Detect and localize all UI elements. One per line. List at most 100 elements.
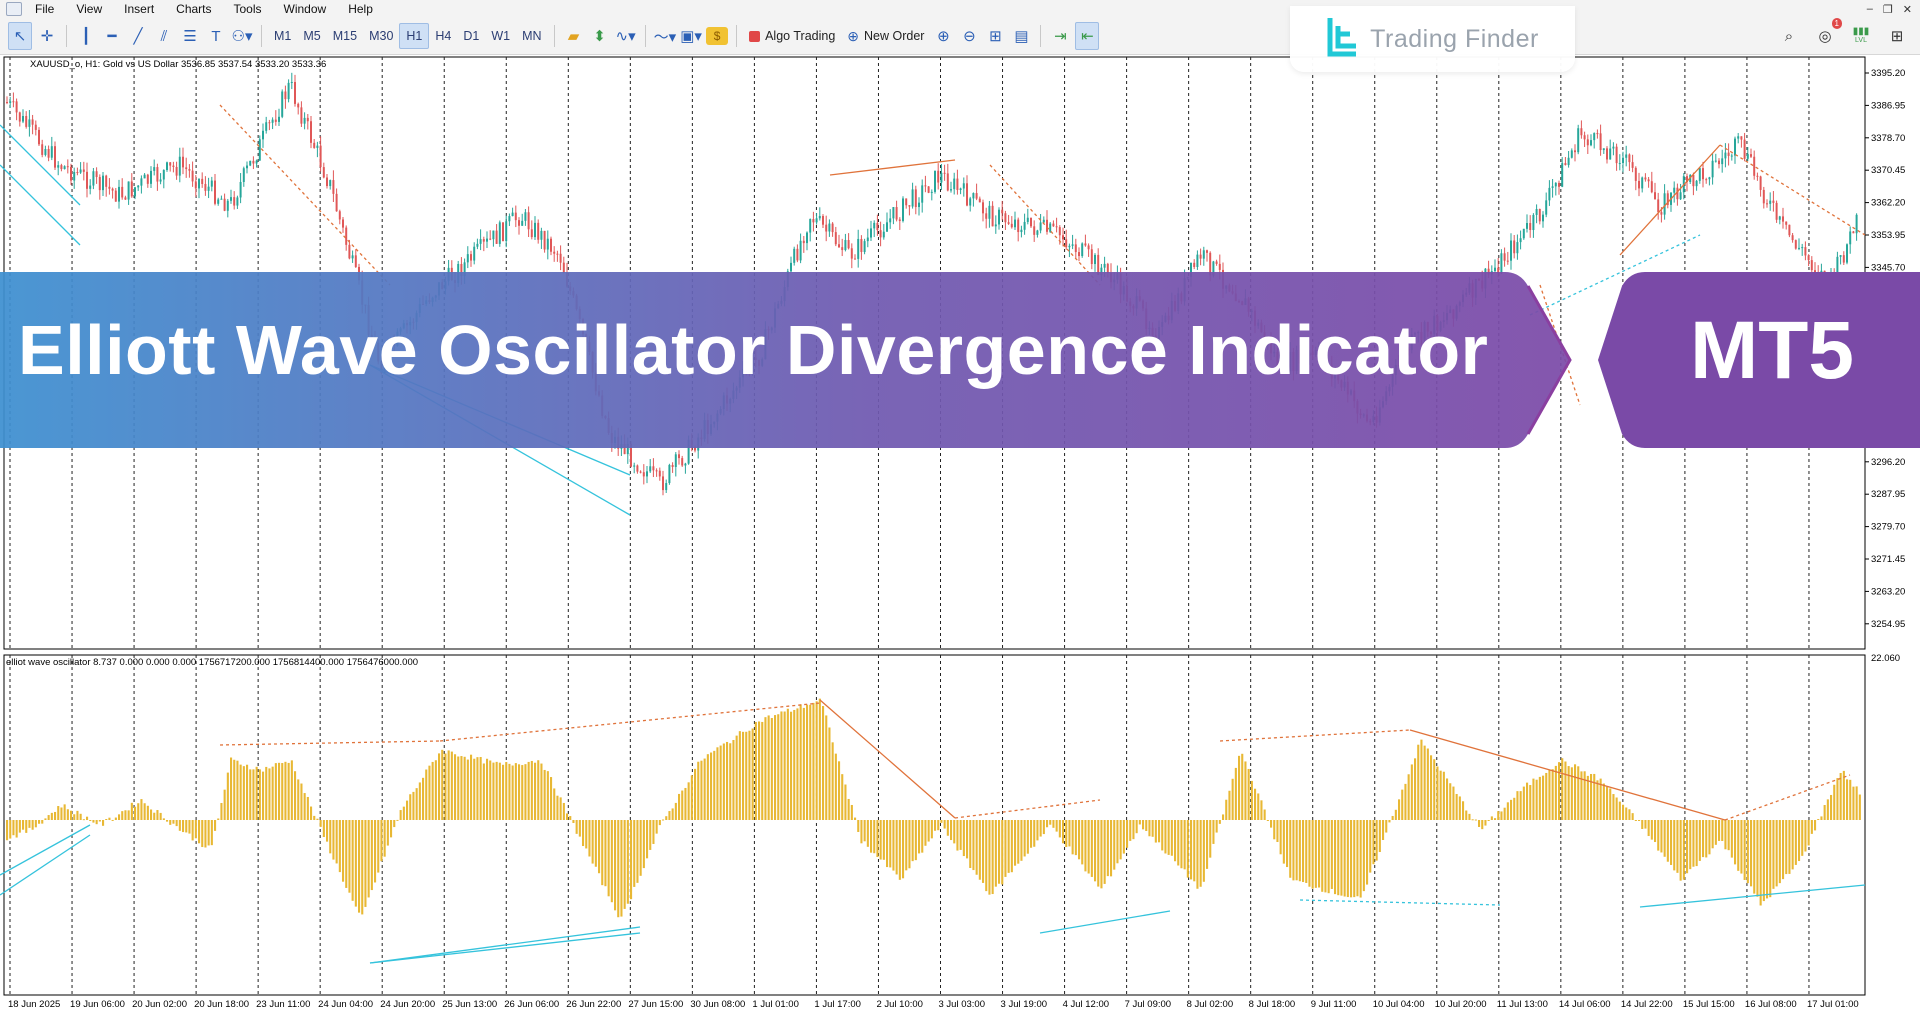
horizontal-line-icon[interactable]: ━: [107, 28, 117, 45]
text-tool-icon[interactable]: T: [211, 27, 221, 45]
price-chart-svg[interactable]: 18 Jun 2025 19 Jun 06:00 20 Jun 02:00 20 Ju…: [0, 55, 1920, 1011]
folder-icon[interactable]: ▰: [567, 28, 580, 45]
timeframe-m1[interactable]: M1: [274, 29, 292, 43]
cursor-tool-icon[interactable]: ↖: [8, 22, 32, 50]
timeframe-h4[interactable]: H4: [435, 29, 452, 43]
bearish-candle-body: [1529, 223, 1532, 231]
timeframe-mn[interactable]: MN: [522, 29, 542, 43]
signal-level-icon[interactable]: ▮▮▮ LVL: [1850, 23, 1872, 49]
menu-tools[interactable]: Tools: [233, 2, 262, 16]
new-order-button[interactable]: ⊕ New Order: [841, 28, 930, 45]
oscillator-bar: [278, 762, 281, 820]
menu-help[interactable]: Help: [348, 2, 373, 16]
chart-type-icon[interactable]: 〜▾: [653, 28, 677, 46]
oscillator-bar: [882, 820, 885, 860]
bearish-candle-body: [914, 189, 917, 208]
oscillator-bar: [191, 820, 194, 841]
crosshair-tool-icon[interactable]: ✛: [40, 28, 54, 45]
bullish-candle-body: [1593, 133, 1596, 141]
search-icon[interactable]: ⌕: [1784, 27, 1794, 45]
oscillator-bar: [924, 820, 927, 846]
oscillator-bar: [1686, 820, 1689, 874]
oscillator-bar: [1209, 820, 1212, 858]
bearish-candle-body: [658, 470, 661, 477]
minimize-icon[interactable]: –: [1866, 3, 1873, 15]
bearish-candle-body: [1215, 261, 1218, 264]
menu-file[interactable]: File: [35, 2, 55, 16]
zoom-out-icon[interactable]: ⊖: [963, 28, 976, 45]
trendline-icon[interactable]: ╱: [133, 28, 143, 45]
timeframe-d1[interactable]: D1: [463, 29, 480, 43]
timeframe-w1[interactable]: W1: [491, 29, 511, 43]
account-icon[interactable]: ◎ 1: [1814, 18, 1842, 49]
restore-icon[interactable]: ❐: [1882, 3, 1893, 16]
channel-icon[interactable]: ⫽: [160, 27, 168, 45]
indicators-icon[interactable]: ⬍: [593, 28, 606, 45]
tile-windows-icon[interactable]: ⊞: [989, 28, 1002, 45]
bearish-candle-body: [1772, 200, 1775, 203]
bearish-candle-body: [105, 175, 108, 187]
bearish-candle-body: [1538, 209, 1541, 222]
oscillator-bar: [1394, 809, 1397, 820]
oscillator-bar: [1039, 820, 1042, 837]
oscillator-bar: [834, 753, 837, 820]
bullish-candle-body: [940, 172, 943, 183]
oscillator-bar: [1436, 766, 1439, 820]
bearish-candle-body: [662, 476, 664, 491]
oscillator-bar: [902, 820, 905, 879]
toolbar-separator: [736, 25, 738, 47]
fibonacci-icon[interactable]: ☰: [183, 28, 197, 45]
oscillator-bar: [668, 811, 671, 820]
menu-insert[interactable]: Insert: [124, 2, 155, 16]
templates-icon[interactable]: ▣▾: [680, 28, 702, 45]
bearish-candle-body: [284, 91, 287, 100]
bearish-candle-body: [927, 186, 930, 193]
bullish-candle-body: [1020, 229, 1023, 233]
dollar-icon[interactable]: $: [706, 27, 729, 45]
timeframe-m30[interactable]: M30: [369, 29, 394, 43]
zoom-in-icon[interactable]: ⊕: [937, 28, 950, 45]
oscillator-bar: [9, 820, 12, 839]
chart-area[interactable]: 18 Jun 2025 19 Jun 06:00 20 Jun 02:00 20 Ju…: [0, 55, 1920, 1011]
menu-view[interactable]: View: [76, 2, 103, 16]
oscillator-bar: [1494, 818, 1497, 820]
oscillator-bar: [76, 810, 79, 820]
oscillator-bar: [1548, 770, 1551, 820]
lvl-bars-icon: ▮▮▮: [1852, 26, 1870, 37]
oscillator-bar: [601, 820, 604, 886]
bearish-candle-body: [1001, 209, 1004, 214]
autoscroll-icon[interactable]: ⇥: [1054, 28, 1067, 45]
oscillator-bar: [1218, 820, 1221, 824]
algo-trading-button[interactable]: Algo Trading: [743, 29, 841, 43]
bearish-candle-body: [6, 102, 8, 103]
properties-icon[interactable]: ▤: [1014, 28, 1029, 45]
oscillator-bar: [441, 749, 444, 820]
timeframe-m15[interactable]: M15: [332, 29, 358, 43]
strategy-icon[interactable]: ∿▾: [615, 28, 636, 45]
bullish-candle-body: [806, 232, 808, 244]
oscillator-bar: [1404, 783, 1407, 820]
window-grid-icon[interactable]: ⊞: [1890, 28, 1904, 45]
oscillator-bar: [380, 820, 383, 862]
menu-charts[interactable]: Charts: [176, 2, 212, 16]
close-icon[interactable]: ✕: [1902, 3, 1912, 16]
oscillator-bar: [780, 711, 783, 820]
vertical-line-icon[interactable]: ┃: [81, 28, 91, 45]
bullish-candle-body: [1036, 230, 1039, 235]
bullish-candle-body: [626, 443, 629, 455]
oscillator-bar: [1068, 820, 1071, 847]
oscillator-bar: [815, 701, 818, 820]
oscillator-bar: [166, 820, 169, 822]
shapes-icon[interactable]: ⚇▾: [231, 28, 253, 45]
oscillator-bar: [540, 763, 543, 820]
menu-window[interactable]: Window: [283, 2, 327, 16]
price-tick-label: 3263.20: [1871, 586, 1905, 597]
bullish-candle-body: [1734, 138, 1736, 156]
timeframe-m5[interactable]: M5: [303, 29, 321, 43]
timeframe-h1[interactable]: H1: [399, 23, 430, 49]
oscillator-bar: [1692, 820, 1695, 867]
bearish-candle-body: [1702, 168, 1704, 180]
chart-shift-icon[interactable]: ⇤: [1075, 22, 1100, 50]
oscillator-bar: [1606, 786, 1609, 820]
bearish-candle-body: [1599, 133, 1602, 151]
